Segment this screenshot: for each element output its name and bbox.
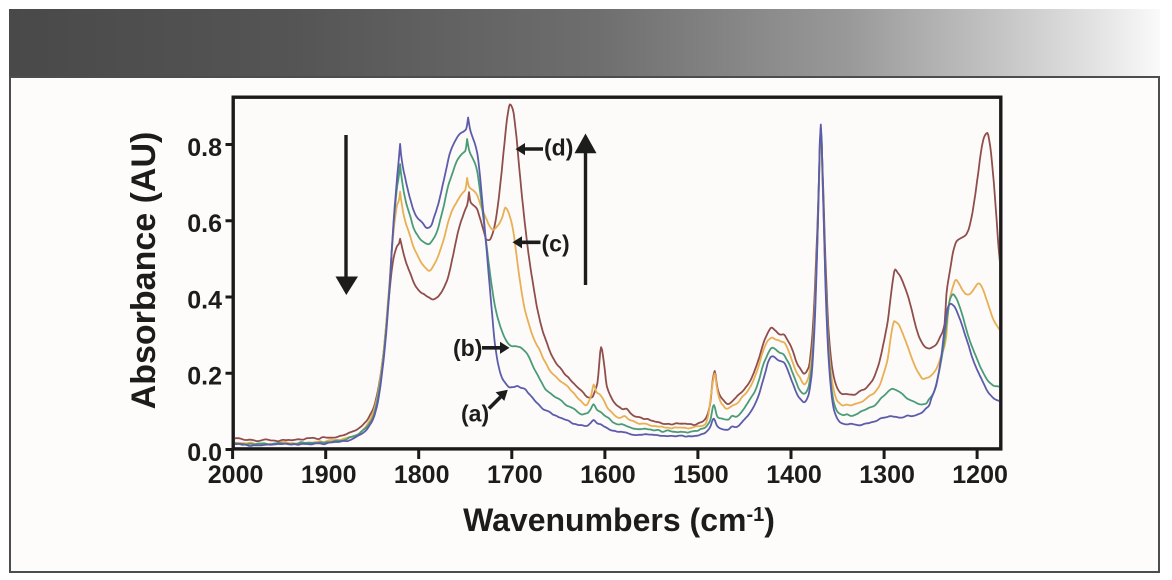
svg-text:0.2: 0.2 [187,363,222,391]
svg-text:1900: 1900 [301,461,357,489]
svg-text:(d): (d) [544,135,573,161]
svg-text:1800: 1800 [394,461,450,489]
svg-text:2000: 2000 [208,461,264,489]
svg-text:Absorbance (AU): Absorbance (AU) [125,132,163,410]
svg-text:0.0: 0.0 [187,439,222,467]
svg-text:(a): (a) [461,401,489,427]
svg-text:1700: 1700 [487,461,543,489]
svg-text:1200: 1200 [952,461,1008,489]
svg-text:1400: 1400 [766,461,822,489]
svg-text:0.8: 0.8 [187,134,222,162]
svg-text:0.4: 0.4 [187,286,222,314]
svg-text:(c): (c) [542,231,570,257]
svg-text:0.6: 0.6 [187,210,222,238]
svg-text:Wavenumbers (cm-1): Wavenumbers (cm-1) [463,502,775,538]
svg-text:1300: 1300 [859,461,915,489]
svg-text:1500: 1500 [673,461,729,489]
svg-text:(b): (b) [453,335,482,361]
svg-text:1600: 1600 [580,461,636,489]
